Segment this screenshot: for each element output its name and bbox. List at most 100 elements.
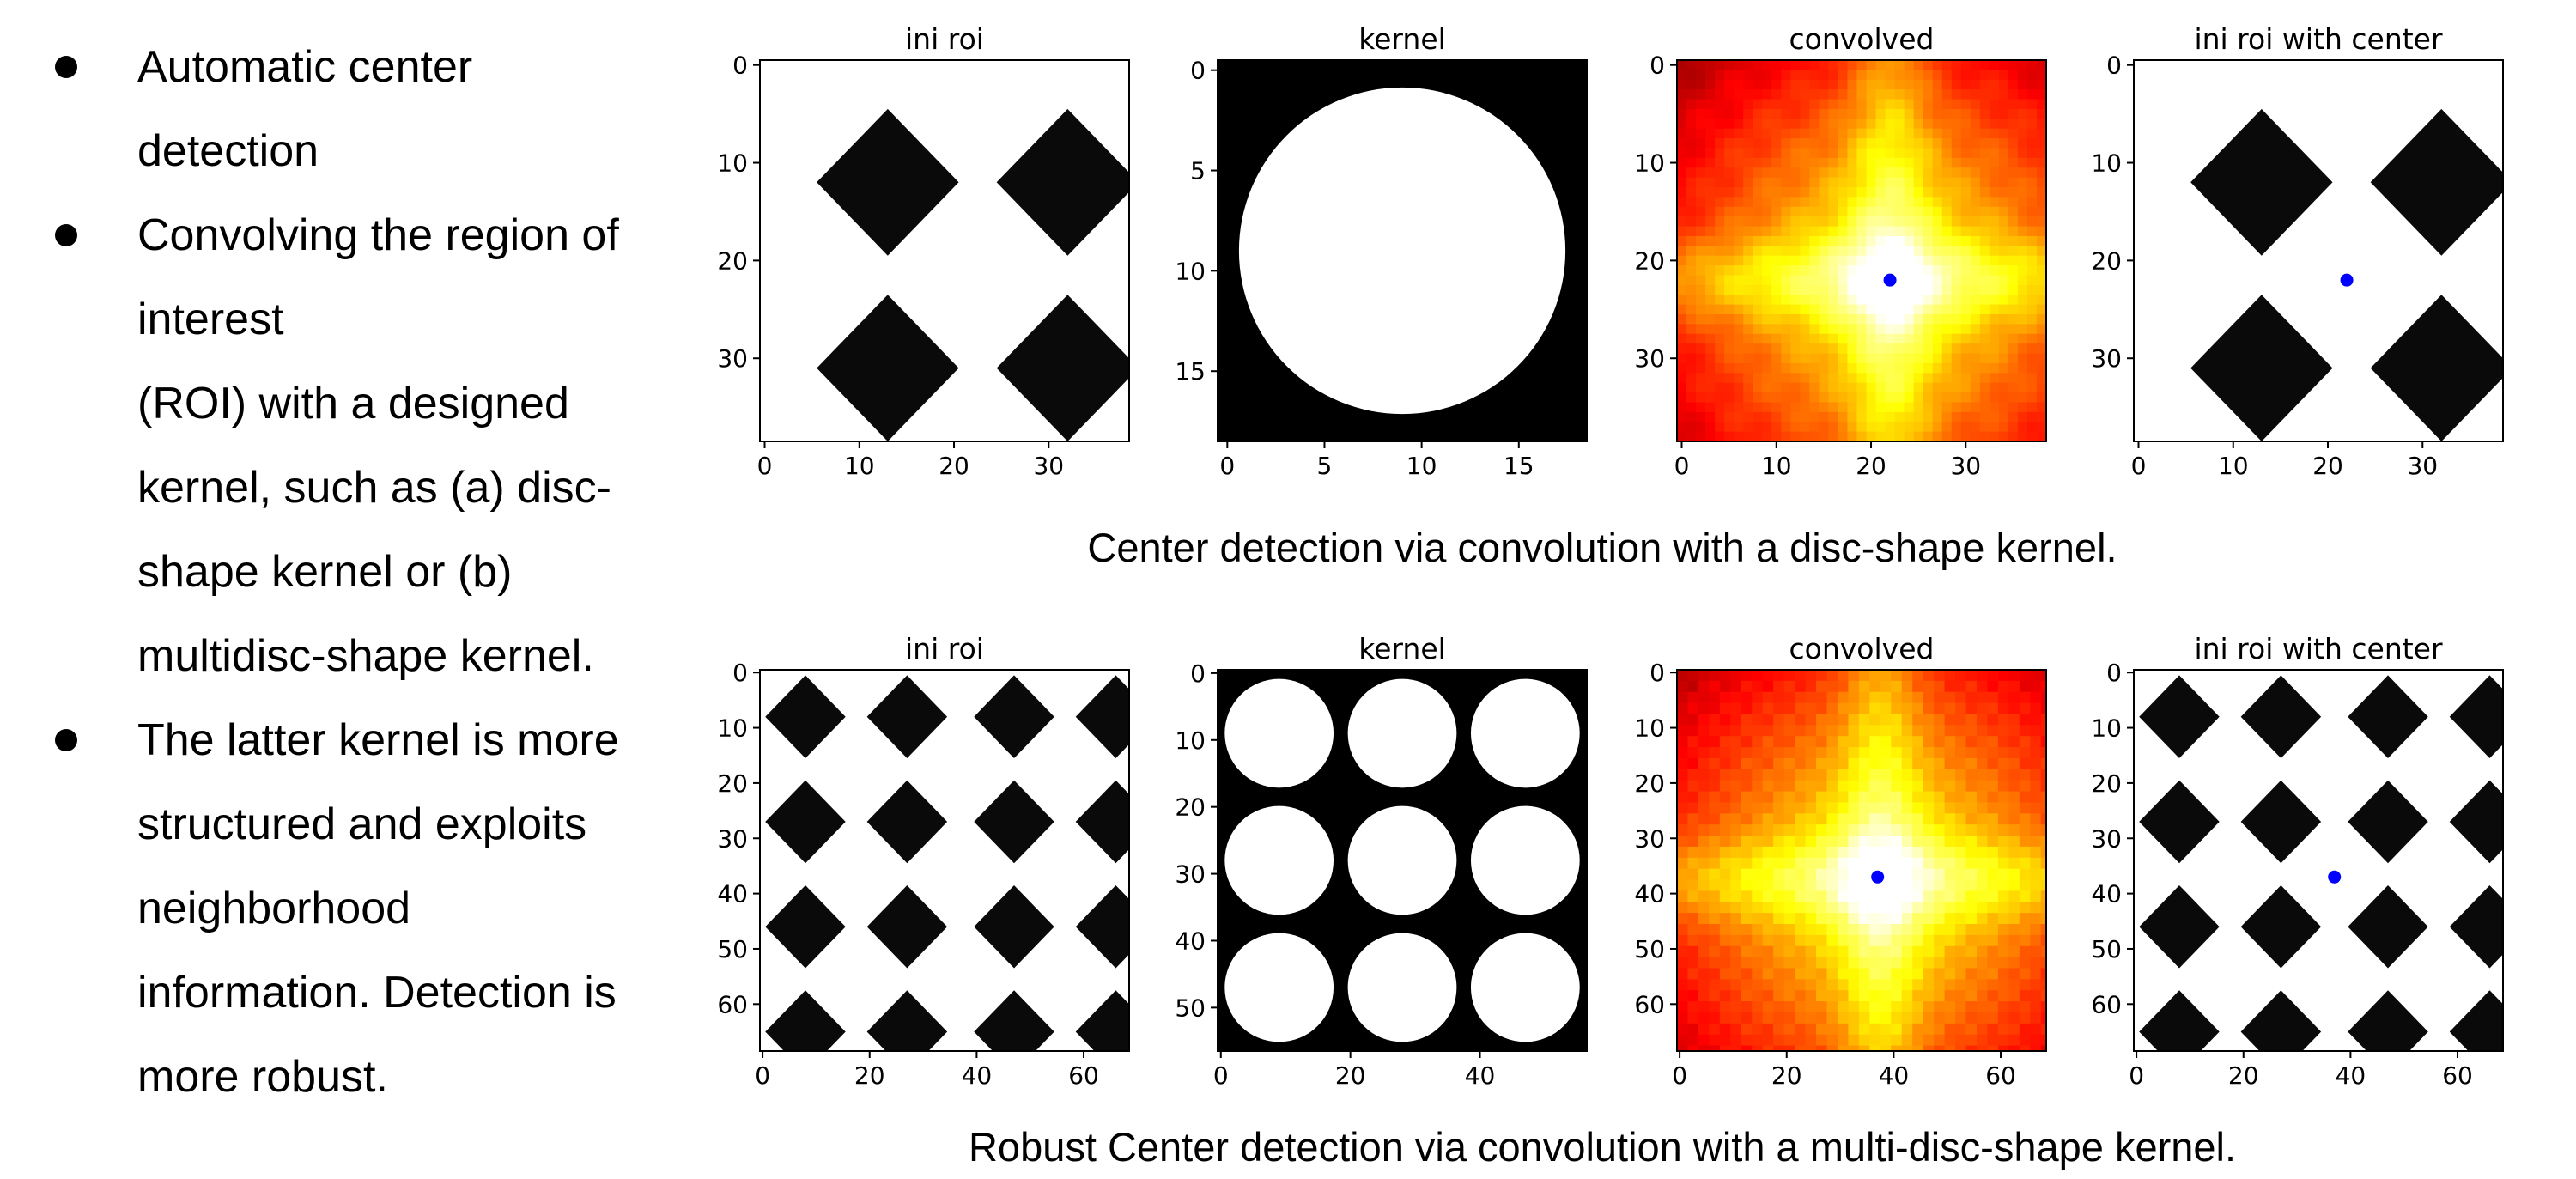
heat-cell xyxy=(1970,128,1981,139)
heat-cell xyxy=(1741,957,1753,969)
kernel-disc xyxy=(1224,805,1334,915)
heat-cell xyxy=(1771,343,1782,355)
heat-cell xyxy=(1838,89,1849,100)
heat-cell xyxy=(1894,402,1905,413)
heat-cell xyxy=(1724,216,1735,228)
heat-cell xyxy=(1719,670,1731,682)
heat-cell xyxy=(1932,314,1943,325)
heat-cell xyxy=(1816,1012,1828,1024)
heat-cell xyxy=(1734,411,1744,422)
diamond-blob xyxy=(866,675,948,758)
heat-cell xyxy=(2008,362,2019,374)
heat-cell xyxy=(1705,216,1716,228)
heat-cell xyxy=(2030,957,2042,969)
heat-cell xyxy=(1677,934,1689,947)
heat-cell xyxy=(1819,187,1830,198)
heat-cell xyxy=(1976,968,1989,980)
heat-cell xyxy=(1709,990,1721,1002)
heat-cell xyxy=(1752,670,1764,682)
heat-cell xyxy=(1912,702,1924,715)
heat-cell xyxy=(1856,314,1868,325)
heat-cell xyxy=(1826,868,1838,881)
heat-cell xyxy=(1696,295,1706,306)
heat-cell xyxy=(1837,791,1850,804)
heat-cell xyxy=(1790,422,1801,433)
heat-cell xyxy=(1762,846,1774,859)
heat-cell xyxy=(1998,314,2009,325)
heat-cell xyxy=(1976,924,1989,936)
heat-cell xyxy=(1869,780,1881,793)
heat-cell xyxy=(1875,60,1886,70)
heat-cell xyxy=(1934,990,1946,1002)
heat-cell xyxy=(1752,1001,1764,1013)
heat-cell xyxy=(1816,836,1828,848)
heat-cell xyxy=(1800,235,1810,246)
heat-cell xyxy=(1743,333,1753,344)
heat-cell xyxy=(1998,60,2009,70)
heat-cell xyxy=(1730,1034,1742,1047)
heat-cell xyxy=(1856,362,1868,374)
heat-cell xyxy=(1753,226,1763,237)
heat-cell xyxy=(1848,836,1860,848)
heat-cell xyxy=(1677,362,1687,374)
heat-cell xyxy=(1970,197,1981,208)
heat-cell xyxy=(1891,857,1903,870)
heat-cell xyxy=(1790,314,1801,325)
heat-cell xyxy=(1856,148,1868,159)
heat-cell xyxy=(2036,431,2046,441)
heat-cell xyxy=(1696,314,1706,325)
heat-cell xyxy=(1783,890,1795,902)
heat-cell xyxy=(1894,177,1905,188)
heat-cell xyxy=(1976,802,1989,814)
heat-cell xyxy=(1773,714,1785,726)
heat-cell xyxy=(1734,422,1744,433)
heat-cell xyxy=(1955,1023,1967,1036)
heat-cell xyxy=(1885,324,1896,335)
heat-cell xyxy=(1912,846,1924,859)
heat-cell xyxy=(1848,934,1860,947)
heat-cell xyxy=(1819,79,1830,90)
diamond-blob xyxy=(2370,295,2503,441)
heat-cell xyxy=(1979,284,1990,295)
heat-cell xyxy=(1734,235,1744,246)
heat-cell xyxy=(1932,284,1943,295)
heat-cell xyxy=(1891,769,1903,781)
bullet-dot xyxy=(55,56,77,78)
heat-cell xyxy=(1773,824,1785,836)
heat-cell xyxy=(1869,968,1881,980)
heat-cell xyxy=(1800,157,1810,168)
heat-cell xyxy=(1753,304,1763,315)
heat-cell xyxy=(1790,324,1801,335)
heat-cell xyxy=(2026,392,2038,404)
heat-cell xyxy=(2036,373,2046,384)
heat-cell xyxy=(1734,206,1744,217)
heat-cell xyxy=(1724,392,1735,404)
heat-cell xyxy=(1847,343,1858,355)
heat-cell xyxy=(1875,431,1886,441)
heat-cell xyxy=(1869,1034,1881,1047)
heat-cell xyxy=(1809,226,1820,237)
heat-cell xyxy=(1913,177,1924,188)
heat-cell xyxy=(1677,680,1689,693)
heat-cell xyxy=(1997,890,2009,902)
heat-cell xyxy=(1932,304,1943,315)
heat-cell xyxy=(1960,246,1971,257)
heat-cell xyxy=(1677,70,1687,81)
heat-cell xyxy=(1762,670,1774,682)
heat-cell xyxy=(1715,402,1725,413)
heat-cell xyxy=(1698,846,1710,859)
heat-cell xyxy=(1955,791,1967,804)
diamond-blob xyxy=(866,780,948,864)
heat-cell xyxy=(1762,902,1774,914)
heat-cell xyxy=(1894,382,1905,393)
heat-cell xyxy=(1696,119,1706,130)
heat-cell xyxy=(1923,157,1934,168)
heat-cell xyxy=(1705,246,1716,257)
heat-cell xyxy=(1719,868,1731,881)
heat-cell xyxy=(1848,791,1860,804)
heat-cell xyxy=(1934,924,1946,936)
heat-cell xyxy=(1858,747,1870,759)
heat-cell xyxy=(1880,680,1892,693)
heat-cell xyxy=(1741,736,1753,748)
heat-cell xyxy=(1913,362,1924,374)
